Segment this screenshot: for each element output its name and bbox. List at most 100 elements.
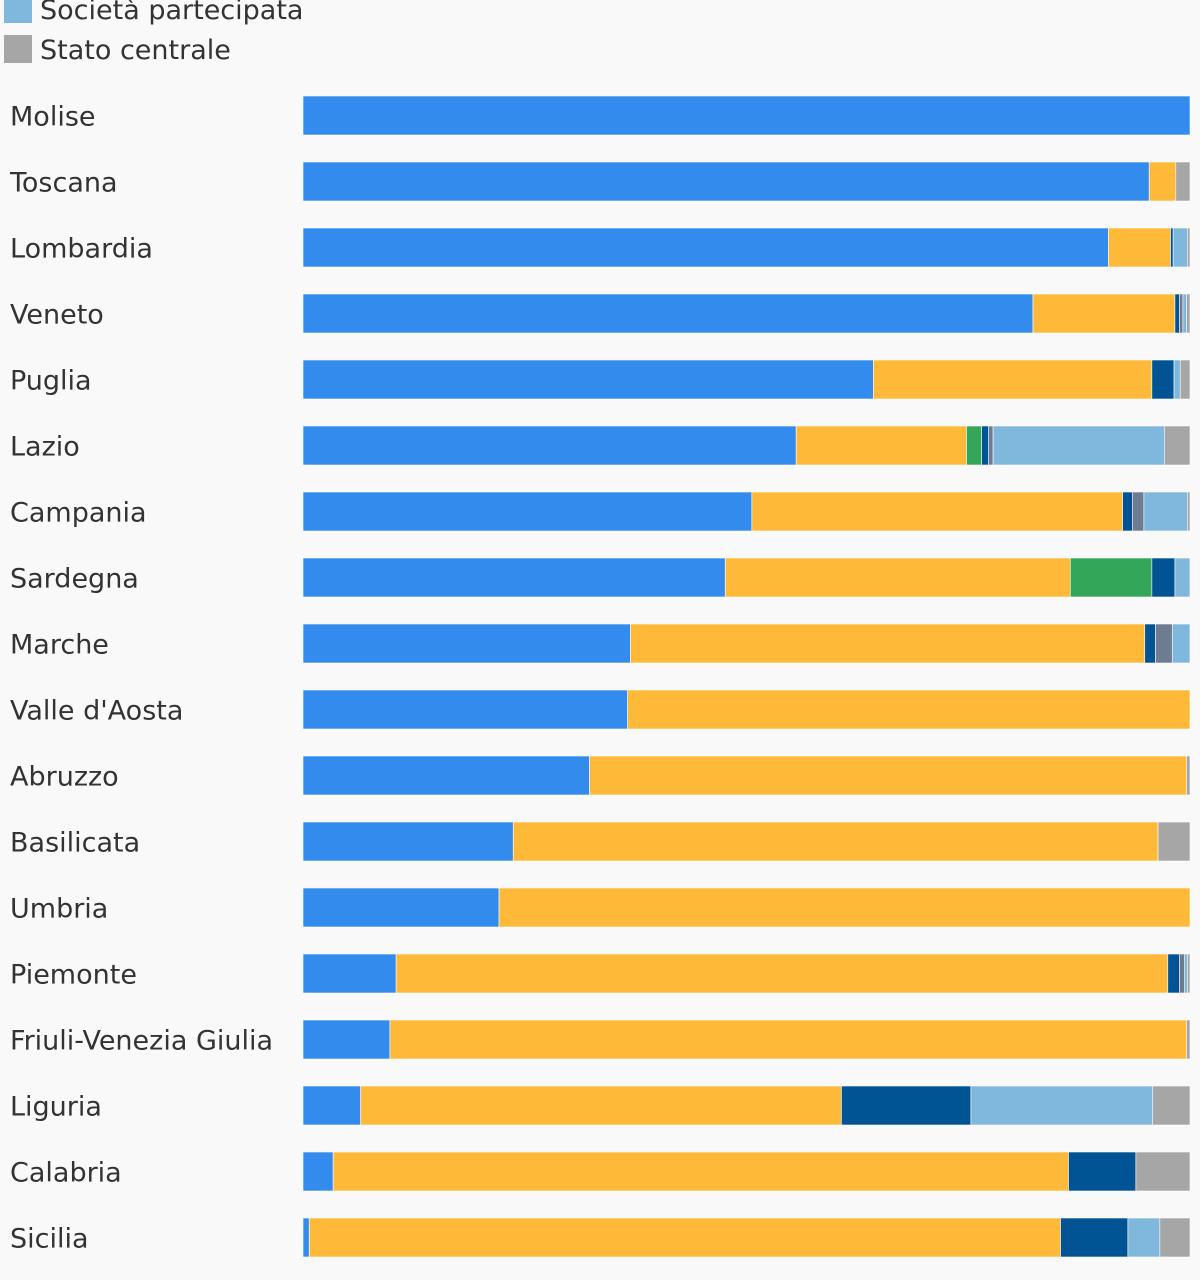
bar-segment-piemonte-series-5 xyxy=(1179,953,1185,994)
bar-segment-umbria-series-2 xyxy=(498,887,1191,928)
bar-segment-veneto-series-4 xyxy=(1174,293,1180,334)
bar-segment-toscana-series-2 xyxy=(1148,161,1177,202)
bar-segment-umbria-series-1 xyxy=(302,887,500,928)
bar-segment-piemonte-series-6 xyxy=(1184,953,1188,994)
bar-segment-lazio-series-1 xyxy=(302,425,797,466)
bar-segment-lazio-series-4 xyxy=(981,425,989,466)
category-labels: Molise Toscana Lombardia Veneto Puglia Lazio C… xyxy=(9,102,273,1255)
bar-segment-veneto-series-2 xyxy=(1032,293,1176,334)
bar-segment-liguria-series-4 xyxy=(841,1085,972,1126)
bar-segment-sardegna-series-2 xyxy=(724,557,1071,598)
bars xyxy=(302,95,1191,1258)
category-label-veneto: Veneto xyxy=(10,300,104,331)
bar-segment-campania-series-1 xyxy=(302,491,753,532)
bar-segment-sicilia-series-4 xyxy=(1060,1217,1129,1258)
category-label-campania: Campania xyxy=(10,498,147,529)
category-label-piemonte: Piemonte xyxy=(10,960,137,991)
bar-segment-campania-series-6 xyxy=(1143,491,1188,532)
bar-segment-lombardia-series-1 xyxy=(302,227,1109,268)
bar-segment-campania-series-5 xyxy=(1132,491,1145,532)
bar-segment-sicilia-series-2 xyxy=(308,1217,1061,1258)
bar-segment-puglia-series-4 xyxy=(1151,359,1175,400)
bar-segment-lombardia-series-7 xyxy=(1187,227,1191,268)
bar-segment-liguria-series-6 xyxy=(970,1085,1154,1126)
bar-segment-lazio-series-2 xyxy=(795,425,967,466)
category-label-molise: Molise xyxy=(10,102,96,133)
bar-segment-liguria-series-7 xyxy=(1152,1085,1191,1126)
bar-segment-valle-d-aosta-series-1 xyxy=(302,689,628,730)
bar-segment-lazio-series-7 xyxy=(1163,425,1191,466)
bar-segment-puglia-series-1 xyxy=(302,359,874,400)
category-label-puglia: Puglia xyxy=(10,366,92,397)
bar-segment-friuli-venezia-giulia-series-2 xyxy=(389,1019,1187,1060)
bar-segment-basilicata-series-1 xyxy=(302,821,514,862)
bar-segment-piemonte-series-1 xyxy=(302,953,397,994)
legend-label-stato-centrale: Stato centrale xyxy=(40,35,231,66)
category-label-friuli-venezia-giulia: Friuli-Venezia Giulia xyxy=(10,1026,273,1057)
bar-segment-calabria-series-7 xyxy=(1135,1151,1191,1192)
bar-segment-marche-series-1 xyxy=(302,623,631,664)
bar-segment-abruzzo-series-7 xyxy=(1186,755,1191,796)
bar-segment-veneto-series-7 xyxy=(1186,293,1191,334)
bar-segment-campania-series-4 xyxy=(1122,491,1133,532)
bar-segment-piemonte-series-2 xyxy=(395,953,1169,994)
category-label-basilicata: Basilicata xyxy=(10,828,140,859)
bar-segment-basilicata-series-7 xyxy=(1157,821,1191,862)
category-label-sicilia: Sicilia xyxy=(10,1224,89,1255)
bar-segment-marche-series-2 xyxy=(630,623,1146,664)
bar-segment-liguria-series-2 xyxy=(360,1085,842,1126)
bar-segment-calabria-series-2 xyxy=(332,1151,1069,1192)
bar-segment-abruzzo-series-1 xyxy=(302,755,590,796)
category-label-calabria: Calabria xyxy=(10,1158,122,1189)
bar-segment-sicilia-series-7 xyxy=(1159,1217,1191,1258)
category-label-lazio: Lazio xyxy=(10,432,80,463)
bar-segment-calabria-series-4 xyxy=(1068,1151,1137,1192)
category-label-toscana: Toscana xyxy=(9,168,118,199)
legend-swatch-stato-centrale xyxy=(4,35,32,63)
bar-segment-veneto-series-6 xyxy=(1182,293,1187,334)
bar-segment-sardegna-series-1 xyxy=(302,557,726,598)
bar-segment-lazio-series-6 xyxy=(992,425,1165,466)
bar-segment-piemonte-series-4 xyxy=(1167,953,1180,994)
bar-segment-puglia-series-6 xyxy=(1173,359,1181,400)
category-label-liguria: Liguria xyxy=(10,1092,102,1123)
bar-segment-lazio-series-5 xyxy=(988,425,994,466)
category-label-valle-d-aosta: Valle d'Aosta xyxy=(10,696,183,727)
bar-segment-sardegna-series-6 xyxy=(1174,557,1191,598)
bar-segment-veneto-series-5 xyxy=(1179,293,1184,334)
bar-segment-lazio-series-3 xyxy=(966,425,982,466)
bar-segment-basilicata-series-2 xyxy=(512,821,1159,862)
bar-segment-toscana-series-1 xyxy=(302,161,1150,202)
category-label-abruzzo: Abruzzo xyxy=(10,762,119,793)
legend: Società partecipata Stato centrale xyxy=(4,0,303,66)
bar-segment-veneto-series-1 xyxy=(302,293,1034,334)
bar-segment-campania-series-7 xyxy=(1187,491,1191,532)
bar-segment-puglia-series-2 xyxy=(873,359,1153,400)
legend-swatch-societa-partecipata xyxy=(4,0,32,23)
bar-segment-sardegna-series-4 xyxy=(1151,557,1176,598)
bar-segment-lombardia-series-6 xyxy=(1172,227,1188,268)
bar-segment-puglia-series-7 xyxy=(1179,359,1191,400)
bar-segment-toscana-series-7 xyxy=(1175,161,1191,202)
bar-segment-friuli-venezia-giulia-series-1 xyxy=(302,1019,391,1060)
bar-segment-marche-series-6 xyxy=(1171,623,1191,664)
category-label-sardegna: Sardegna xyxy=(10,564,139,595)
bar-segment-liguria-series-1 xyxy=(302,1085,361,1126)
bar-segment-marche-series-5 xyxy=(1155,623,1173,664)
bar-segment-valle-d-aosta-series-2 xyxy=(627,689,1191,730)
bar-segment-sicilia-series-1 xyxy=(302,1217,310,1258)
category-label-lombardia: Lombardia xyxy=(10,234,153,265)
bar-segment-molise-series-1 xyxy=(302,95,1191,136)
bar-segment-lombardia-series-4 xyxy=(1170,227,1174,268)
bar-segment-friuli-venezia-giulia-series-7 xyxy=(1186,1019,1191,1060)
bar-segment-marche-series-4 xyxy=(1144,623,1156,664)
bar-segment-lombardia-series-2 xyxy=(1108,227,1171,268)
bar-segment-calabria-series-1 xyxy=(302,1151,334,1192)
bar-segment-campania-series-2 xyxy=(751,491,1123,532)
bar-segment-piemonte-series-7 xyxy=(1187,953,1191,994)
bar-segment-sardegna-series-3 xyxy=(1069,557,1153,598)
category-label-umbria: Umbria xyxy=(10,894,108,925)
bar-segment-abruzzo-series-2 xyxy=(589,755,1187,796)
legend-label-societa-partecipata: Società partecipata xyxy=(40,0,303,26)
